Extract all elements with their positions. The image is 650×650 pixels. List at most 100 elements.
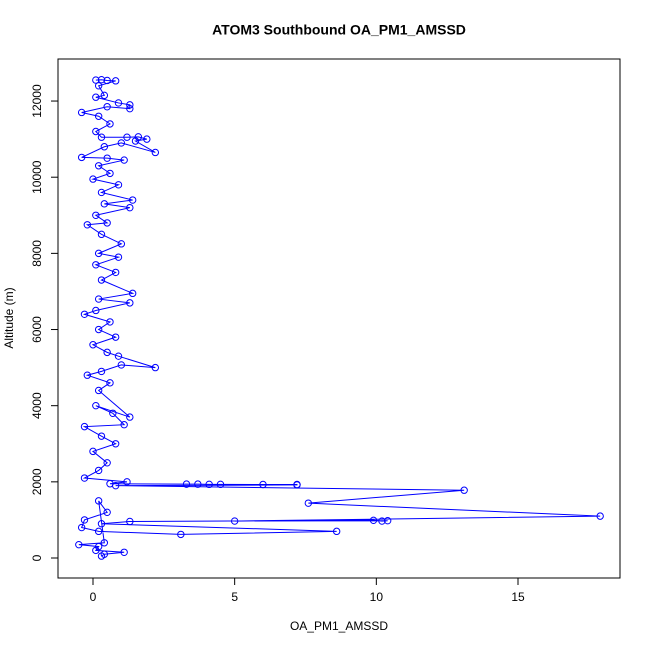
point — [378, 517, 386, 525]
point — [117, 139, 126, 147]
point — [94, 112, 103, 120]
x-tick-label: 15 — [511, 590, 525, 604]
point — [293, 481, 301, 489]
point — [80, 422, 89, 431]
point — [182, 480, 191, 488]
point — [151, 148, 160, 157]
point — [109, 409, 117, 418]
point — [120, 548, 128, 556]
point — [83, 371, 92, 379]
point — [103, 459, 111, 467]
point — [103, 154, 111, 162]
point — [304, 499, 313, 507]
point — [111, 440, 120, 448]
point — [111, 268, 120, 277]
point — [106, 379, 114, 387]
point — [92, 261, 100, 269]
point — [332, 527, 341, 536]
point — [383, 516, 392, 525]
point — [97, 432, 106, 440]
point — [94, 527, 103, 536]
point — [460, 486, 468, 494]
point — [94, 249, 103, 258]
point — [80, 474, 89, 482]
point — [194, 480, 202, 488]
point — [106, 318, 114, 326]
point — [117, 361, 126, 369]
point — [114, 181, 123, 189]
point — [89, 447, 97, 456]
point — [369, 516, 378, 525]
y-axis-label: Altitude (m) — [2, 287, 16, 348]
point — [128, 196, 137, 204]
point — [126, 517, 134, 526]
point — [92, 76, 100, 84]
point — [97, 367, 106, 376]
point — [77, 153, 86, 162]
point — [92, 127, 100, 136]
point — [94, 162, 103, 170]
point — [89, 341, 97, 349]
point — [97, 276, 106, 284]
point — [92, 306, 100, 315]
point — [100, 91, 109, 100]
point — [92, 546, 100, 555]
y-tick-label: 0 — [30, 554, 44, 561]
point — [111, 333, 120, 341]
point — [126, 104, 134, 113]
point — [126, 203, 134, 212]
point — [80, 516, 89, 524]
point — [94, 295, 103, 303]
point — [103, 219, 111, 227]
x-tick-label: 5 — [231, 590, 238, 604]
series-line — [78, 79, 601, 557]
point — [75, 540, 83, 549]
point — [89, 175, 97, 183]
point — [94, 325, 103, 334]
x-axis-label: OA_PM1_AMSSD — [290, 619, 388, 633]
point — [77, 523, 86, 532]
y-tick-label: 4000 — [30, 392, 44, 419]
point — [596, 512, 604, 520]
point — [126, 413, 134, 421]
point — [120, 421, 128, 429]
point — [92, 211, 100, 219]
y-tick-label: 8000 — [30, 240, 44, 267]
point — [94, 466, 103, 475]
point — [83, 221, 92, 229]
x-tick-label: 10 — [370, 590, 384, 604]
point — [97, 520, 106, 528]
point — [120, 156, 128, 164]
x-tick-label: 0 — [90, 590, 97, 604]
point — [97, 230, 106, 239]
y-tick-label: 10000 — [30, 160, 44, 194]
point — [114, 352, 123, 360]
y-tick-label: 12000 — [30, 84, 44, 118]
y-tick-label: 6000 — [30, 316, 44, 343]
point — [106, 120, 114, 128]
point — [216, 480, 225, 489]
chart-title: ATOM3 Southbound OA_PM1_AMSSD — [212, 22, 466, 38]
point — [103, 76, 111, 85]
point — [103, 508, 111, 517]
point — [97, 552, 106, 560]
point — [100, 539, 109, 547]
point — [117, 240, 126, 248]
point — [97, 133, 106, 141]
point — [100, 143, 109, 151]
point — [103, 348, 111, 357]
point — [94, 497, 103, 505]
point — [126, 101, 134, 109]
point — [259, 480, 267, 489]
point — [131, 137, 140, 145]
point — [114, 99, 123, 107]
point — [106, 169, 114, 178]
point — [94, 82, 103, 90]
point — [97, 188, 106, 197]
point — [97, 76, 106, 84]
point — [151, 363, 160, 372]
point — [111, 77, 120, 85]
point — [100, 200, 109, 208]
point — [123, 478, 131, 486]
